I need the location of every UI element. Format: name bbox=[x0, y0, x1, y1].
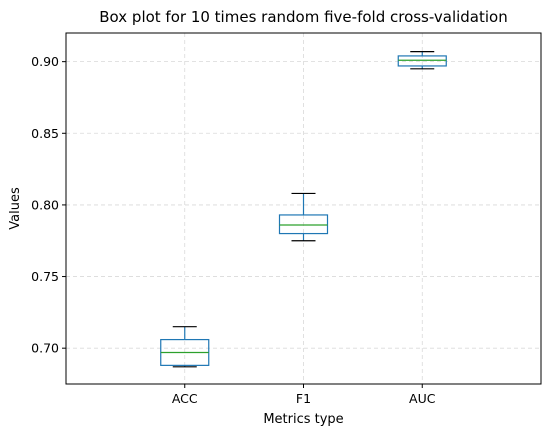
boxes-layer bbox=[160, 51, 447, 368]
y-tick-label: 0.75 bbox=[31, 269, 59, 284]
box-f1 bbox=[278, 192, 329, 242]
chart-title: Box plot for 10 times random five-fold c… bbox=[99, 8, 507, 26]
y-tick-label: 0.70 bbox=[31, 341, 59, 356]
y-tick-label: 0.80 bbox=[31, 197, 59, 212]
box-acc bbox=[160, 326, 210, 368]
x-tick-label: F1 bbox=[296, 391, 311, 406]
x-tick-label: ACC bbox=[172, 391, 198, 406]
x-tick-label: AUC bbox=[409, 391, 436, 406]
box-body bbox=[397, 55, 447, 67]
x-axis-label: Metrics type bbox=[263, 412, 343, 427]
ticks-layer: 0.70 0.75 0.80 0.85 0.90 ACC F1 AUC bbox=[31, 54, 436, 406]
y-axis-label: Values bbox=[8, 187, 23, 230]
y-tick-label: 0.90 bbox=[31, 54, 59, 69]
y-tick-label: 0.85 bbox=[31, 126, 59, 141]
box-body bbox=[278, 214, 329, 235]
box-auc bbox=[397, 51, 447, 70]
